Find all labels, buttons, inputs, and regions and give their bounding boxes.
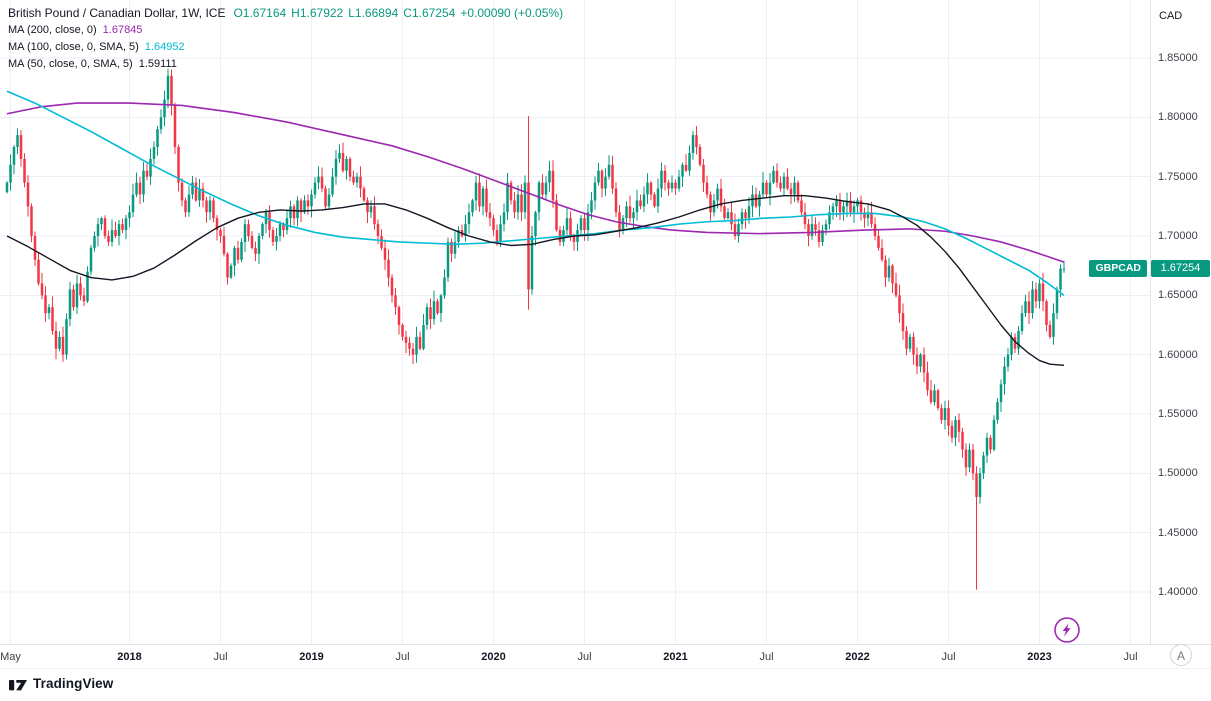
time-axis-label: 2019 bbox=[299, 651, 324, 663]
last-price-symbol-badge: GBPCAD bbox=[1089, 260, 1147, 278]
grid bbox=[0, 0, 1150, 644]
price-axis-label: 1.45000 bbox=[1158, 526, 1198, 539]
price-axis-label: 1.80000 bbox=[1158, 111, 1198, 124]
indicator-value: 1.64952 bbox=[144, 41, 185, 53]
chart-legend: British Pound / Canadian Dollar, 1W, ICE… bbox=[8, 5, 568, 73]
indicator-row-ma50[interactable]: MA (50, close, 0, SMA, 5) 1.59111 bbox=[8, 56, 568, 73]
ohlc-low: L1.66894 bbox=[348, 6, 399, 20]
indicator-row-ma100[interactable]: MA (100, close, 0, SMA, 5) 1.64952 bbox=[8, 39, 568, 56]
ma-line-ma100[interactable] bbox=[6, 90, 1065, 296]
lightning-icon bbox=[1054, 617, 1080, 643]
auto-scale-label: A bbox=[1176, 649, 1185, 663]
ma-line-ma50[interactable] bbox=[6, 194, 1065, 367]
price-axis-label: 1.60000 bbox=[1158, 348, 1198, 361]
currency-label: CAD bbox=[1159, 10, 1183, 22]
bottom-strip bbox=[0, 668, 1211, 701]
price-axis-label: 1.75000 bbox=[1158, 170, 1198, 183]
indicator-label: MA (100, close, 0, SMA, 5) bbox=[8, 41, 139, 53]
chart-canvas[interactable] bbox=[0, 0, 1150, 644]
tradingview-wordmark[interactable]: TradingView bbox=[33, 676, 114, 691]
time-axis-label: Jul bbox=[759, 651, 774, 663]
time-axis-label: 2020 bbox=[481, 651, 506, 663]
indicator-value: 1.67845 bbox=[102, 24, 143, 36]
ohlc-close: C1.67254 bbox=[403, 6, 456, 20]
price-axis-label: 1.70000 bbox=[1158, 230, 1198, 242]
time-axis-label: May bbox=[0, 651, 21, 663]
price-axis-label: 1.55000 bbox=[1158, 408, 1198, 420]
ohlc-open: O1.67164 bbox=[233, 6, 287, 20]
time-axis-label: Jul bbox=[213, 651, 228, 663]
price-axis-label: 1.50000 bbox=[1158, 467, 1198, 480]
time-axis-label: Jul bbox=[941, 651, 956, 663]
quick-alert-button[interactable] bbox=[1053, 616, 1081, 644]
indicator-label: MA (50, close, 0, SMA, 5) bbox=[8, 58, 133, 70]
price-axis-label: 1.85000 bbox=[1158, 52, 1198, 64]
price-axis[interactable]: CAD 1.85000 1.80000 1.75000 1.70000 1.65000 1… bbox=[1150, 0, 1211, 668]
ohlc-high: H1.67922 bbox=[291, 6, 344, 20]
auto-scale-button[interactable]: A bbox=[1170, 644, 1192, 666]
symbol-title[interactable]: British Pound / Canadian Dollar, 1W, ICE bbox=[8, 6, 226, 20]
time-axis[interactable]: May 2018 Jul 2019 Jul 2020 Jul 2021 Jul 2022 Jul 20… bbox=[0, 644, 1211, 668]
time-axis-label: 2018 bbox=[117, 651, 142, 663]
legend-symbol-row: British Pound / Canadian Dollar, 1W, ICE… bbox=[8, 5, 568, 22]
time-axis-label: Jul bbox=[577, 651, 592, 663]
price-axis-label: 1.65000 bbox=[1158, 289, 1198, 302]
footer: TradingView bbox=[9, 676, 113, 691]
last-price-badge: 1.67254 bbox=[1151, 260, 1210, 278]
indicator-label: MA (200, close, 0) bbox=[8, 24, 97, 36]
time-axis-label: 2023 bbox=[1027, 651, 1052, 663]
ohlc-change: +0.00090 (+0.05%) bbox=[460, 6, 564, 20]
time-axis-label: 2021 bbox=[663, 651, 688, 663]
price-axis-label: 1.40000 bbox=[1158, 586, 1198, 598]
time-axis-label: Jul bbox=[395, 651, 410, 663]
indicator-row-ma200[interactable]: MA (200, close, 0) 1.67845 bbox=[8, 22, 568, 39]
ma-lines bbox=[6, 90, 1065, 367]
candles bbox=[5, 68, 1066, 590]
indicator-value: 1.59111 bbox=[138, 58, 177, 70]
tradingview-logo-icon[interactable] bbox=[9, 676, 28, 691]
time-axis-label: Jul bbox=[1123, 651, 1138, 663]
time-axis-label: 2022 bbox=[845, 651, 870, 663]
